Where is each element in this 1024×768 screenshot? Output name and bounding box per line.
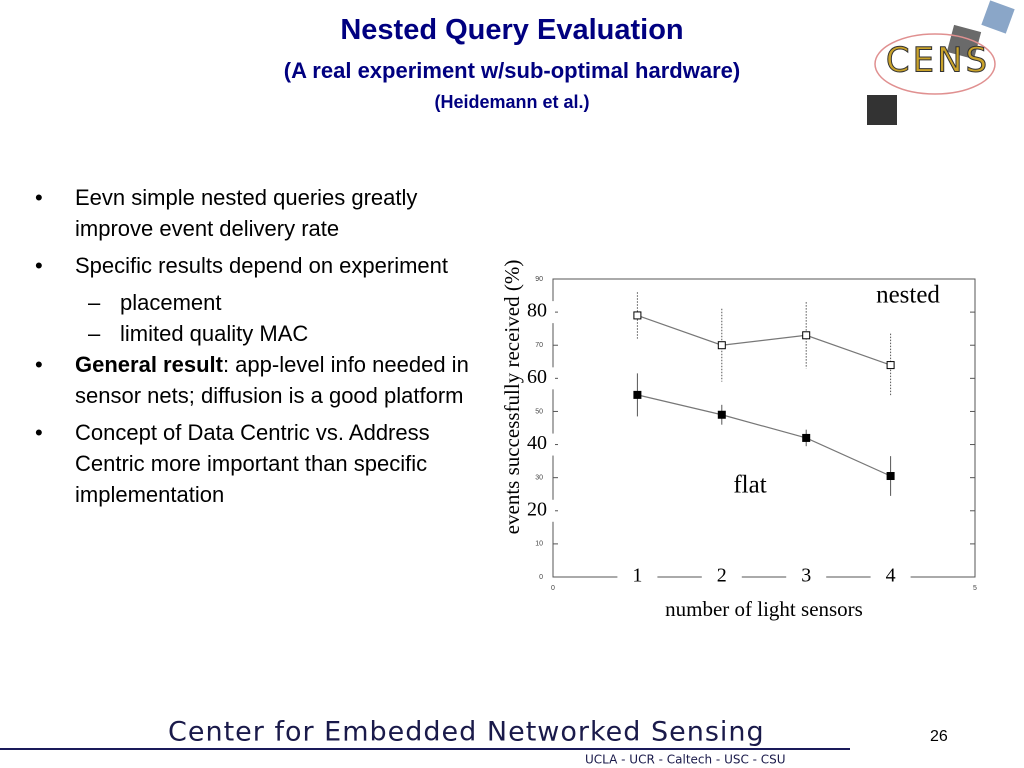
y-overlay-label: 40 <box>527 432 547 454</box>
marker <box>886 472 895 481</box>
x-overlay-label: 3 <box>801 565 811 587</box>
series-label: flat <box>733 472 766 499</box>
series-line <box>637 314 891 366</box>
bullet-dot: • <box>35 352 43 377</box>
footer-title: Center for Embedded Networked Sensing <box>168 717 765 748</box>
x-axis-label: number of light sensors <box>665 597 863 621</box>
page-number: 26 <box>930 728 948 745</box>
overlay-bg <box>533 433 555 456</box>
overlay-bg <box>533 367 555 390</box>
bullet-list: • Eevn simple nested queries greatly impr… <box>30 182 480 516</box>
footer-members: UCLA - UCR - Caltech - USC - CSU <box>585 753 786 767</box>
bullet-dot: • <box>35 253 43 278</box>
subtitle: (A real experiment w/sub-optimal hardwar… <box>283 58 741 83</box>
overlay-bg <box>786 566 827 588</box>
x-overlay-label: 2 <box>717 565 727 587</box>
bullet-text: Specific results depend on experiment <box>75 253 448 278</box>
plot-frame <box>552 278 976 578</box>
y-axis-label: events successfully received (%) <box>500 260 524 535</box>
overlay-bg <box>870 566 911 588</box>
sub-bullet-text: limited quality MAC <box>120 321 309 346</box>
overlay-bg <box>701 566 742 588</box>
y-tick-label: 70 <box>535 342 543 349</box>
bullet-dot: • <box>35 185 43 210</box>
overlay-bg <box>533 301 555 324</box>
credit: (Heidemann et al.) <box>434 92 590 112</box>
marker <box>633 390 642 399</box>
series-label: nested <box>876 282 940 309</box>
x-overlay-label: 1 <box>632 565 642 587</box>
marker <box>717 410 726 419</box>
y-tick-label: 50 <box>535 408 543 415</box>
logo-text: CENS <box>886 41 990 81</box>
marker <box>717 341 726 350</box>
bullet: • Specific results depend on experiment <box>30 250 480 281</box>
marker <box>886 361 895 370</box>
x-overlay-label: 4 <box>886 565 896 587</box>
y-overlay-label: 20 <box>527 498 547 520</box>
series-line <box>637 394 891 477</box>
bullet-bold: General result <box>75 352 223 377</box>
logo: CENS <box>867 0 1015 125</box>
marker <box>802 433 811 442</box>
sub-dash: – <box>88 290 101 315</box>
bullet-text: Concept of Data Centric vs. Address Cent… <box>75 420 430 507</box>
y-tick-label: 30 <box>535 475 543 482</box>
bullet: • Eevn simple nested queries greatly impr… <box>30 182 480 244</box>
y-overlay-label: 80 <box>527 300 547 322</box>
overlay-bg <box>533 499 555 522</box>
bullet-text: Eevn simple nested queries greatly impro… <box>75 185 418 241</box>
bullet: • Concept of Data Centric vs. Address Cen… <box>30 417 480 510</box>
marker <box>802 331 811 340</box>
sub-dash: – <box>88 321 101 346</box>
bullet-text: : app-level info needed in sensor nets; … <box>75 352 469 408</box>
x-tick-label: 0 <box>551 585 555 592</box>
marker <box>633 311 642 320</box>
bullet-dot: • <box>35 420 43 445</box>
overlay-bg <box>617 566 658 588</box>
sub-bullet: – limited quality MAC <box>30 318 480 349</box>
y-tick-label: 10 <box>535 541 543 548</box>
sub-bullet: – placement <box>30 287 480 318</box>
bullet: • General result: app-level info needed i… <box>30 349 480 411</box>
y-overlay-label: 60 <box>527 366 547 388</box>
y-tick-label: 0 <box>539 574 543 581</box>
title: Nested Query Evaluation <box>340 14 684 46</box>
y-tick-label: 90 <box>535 276 543 283</box>
x-tick-label: 5 <box>973 585 977 592</box>
sub-bullet-text: placement <box>120 290 222 315</box>
